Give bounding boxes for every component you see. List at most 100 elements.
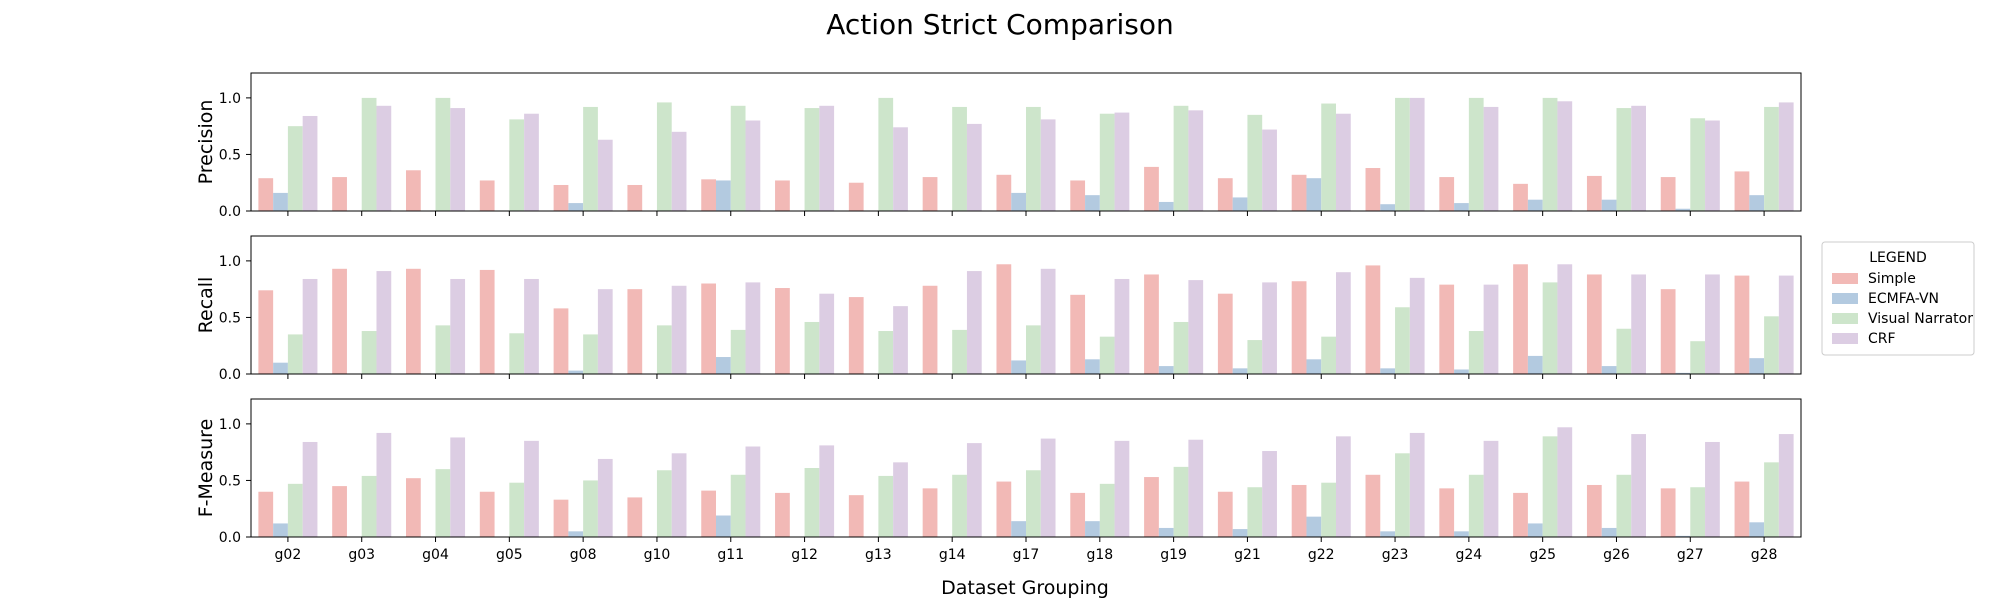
x-tick-label-g17: g17 <box>1013 547 1040 563</box>
bar-ecmfa-vn-g11 <box>716 357 731 374</box>
bar-crf-g10 <box>671 131 687 211</box>
bar-visual-narrator-g04 <box>435 97 451 211</box>
bar-visual-narrator-g24 <box>1468 474 1484 537</box>
bar-visual-narrator-g10 <box>656 102 672 211</box>
bar-simple-g25 <box>1513 492 1528 537</box>
bar-visual-narrator-g12 <box>804 468 820 537</box>
bar-crf-g12 <box>819 293 835 374</box>
bar-ecmfa-vn-g23 <box>1380 204 1396 211</box>
bar-visual-narrator-g24 <box>1468 331 1484 374</box>
x-axis-title: Dataset Grouping <box>941 577 1109 599</box>
bar-simple-g14 <box>922 285 938 374</box>
bar-simple-g22 <box>1291 281 1307 374</box>
bar-simple-g23 <box>1365 265 1381 374</box>
bar-crf-g24 <box>1483 440 1499 537</box>
bar-simple-g03 <box>332 486 347 537</box>
bar-simple-g10 <box>627 289 643 374</box>
bar-crf-g10 <box>671 453 687 537</box>
bar-crf-g19 <box>1188 280 1204 374</box>
bar-ecmfa-vn-g18 <box>1085 195 1100 211</box>
bar-crf-g03 <box>376 432 392 537</box>
y-axis-title-recall: Recall <box>195 277 217 334</box>
bar-crf-g12 <box>819 105 835 211</box>
bar-visual-narrator-g03 <box>361 331 377 374</box>
bar-visual-narrator-g22 <box>1321 482 1336 537</box>
bar-visual-narrator-g11 <box>730 329 746 374</box>
x-tick-label-g28: g28 <box>1751 547 1778 563</box>
legend-label-visual-narrator: Visual Narrator <box>1868 311 1973 327</box>
bar-crf-g26 <box>1631 105 1646 211</box>
bar-visual-narrator-g02 <box>287 126 303 211</box>
bar-visual-narrator-g10 <box>656 325 672 374</box>
bar-crf-g14 <box>966 443 982 537</box>
bar-crf-g28 <box>1778 102 1794 211</box>
legend-title: LEGEND <box>1869 250 1927 266</box>
bar-crf-g02 <box>302 441 318 537</box>
bar-visual-narrator-g18 <box>1099 113 1115 211</box>
bar-ecmfa-vn-g11 <box>716 180 731 211</box>
bar-simple-g28 <box>1734 171 1750 211</box>
bar-visual-narrator-g10 <box>656 470 672 537</box>
bar-simple-g03 <box>332 177 347 211</box>
bar-simple-g27 <box>1660 177 1676 211</box>
bar-simple-g28 <box>1734 481 1750 537</box>
bar-ecmfa-vn-g19 <box>1158 527 1174 537</box>
bar-simple-g27 <box>1660 289 1676 374</box>
legend-swatch-crf <box>1832 333 1858 344</box>
bar-ecmfa-vn-g17 <box>1011 360 1026 374</box>
bar-simple-g14 <box>922 177 938 211</box>
bar-simple-g26 <box>1586 175 1602 211</box>
bar-crf-g18 <box>1114 278 1130 374</box>
bar-crf-g22 <box>1336 436 1351 537</box>
bar-visual-narrator-g08 <box>583 106 598 211</box>
y-tick-label: 1.0 <box>219 417 241 433</box>
bar-visual-narrator-g02 <box>287 483 303 537</box>
bar-ecmfa-vn-g21 <box>1232 197 1248 211</box>
bar-ecmfa-vn-g23 <box>1380 368 1396 374</box>
bar-visual-narrator-g19 <box>1173 105 1189 211</box>
bar-visual-narrator-g18 <box>1099 336 1115 374</box>
bar-visual-narrator-g08 <box>583 480 598 537</box>
y-axis-title-precision: Precision <box>195 100 217 185</box>
x-tick-label-g10: g10 <box>644 547 671 563</box>
bar-ecmfa-vn-g02 <box>273 362 288 374</box>
bar-ecmfa-vn-g19 <box>1158 201 1174 211</box>
bar-simple-g04 <box>406 478 421 537</box>
bar-simple-g11 <box>701 283 716 374</box>
bar-crf-g11 <box>745 446 761 537</box>
bar-visual-narrator-g13 <box>878 331 894 374</box>
bar-visual-narrator-g21 <box>1247 340 1263 374</box>
bar-crf-g25 <box>1557 427 1573 537</box>
bar-ecmfa-vn-g28 <box>1749 522 1765 537</box>
bar-simple-g25 <box>1513 264 1528 374</box>
bar-simple-g05 <box>479 269 495 374</box>
bar-crf-g22 <box>1336 113 1351 211</box>
x-tick-label-g04: g04 <box>422 547 449 563</box>
y-axis-title-f-measure: F-Measure <box>195 419 217 518</box>
bar-simple-g13 <box>848 495 864 537</box>
bar-crf-g19 <box>1188 110 1204 211</box>
bar-crf-g05 <box>524 113 539 211</box>
bar-visual-narrator-g26 <box>1616 474 1632 537</box>
bar-visual-narrator-g25 <box>1542 97 1558 211</box>
bar-crf-g27 <box>1705 441 1720 537</box>
bar-simple-g17 <box>996 481 1012 537</box>
bar-simple-g05 <box>479 180 495 211</box>
bar-simple-g22 <box>1291 484 1307 537</box>
y-tick-label: 0.0 <box>219 530 241 546</box>
bar-ecmfa-vn-g27 <box>1675 372 1691 374</box>
x-tick-label-g18: g18 <box>1086 547 1113 563</box>
x-tick-label-g21: g21 <box>1234 547 1261 563</box>
x-tick-label-g22: g22 <box>1308 547 1335 563</box>
bar-simple-g27 <box>1660 488 1676 537</box>
bar-ecmfa-vn-g08 <box>568 203 584 211</box>
bar-simple-g21 <box>1217 178 1233 211</box>
bar-crf-g14 <box>966 123 982 211</box>
bar-visual-narrator-g22 <box>1321 336 1336 374</box>
legend-label-simple: Simple <box>1868 271 1916 287</box>
legend-label-crf: CRF <box>1868 331 1896 347</box>
bar-ecmfa-vn-g26 <box>1601 366 1617 374</box>
bar-simple-g04 <box>406 268 421 374</box>
